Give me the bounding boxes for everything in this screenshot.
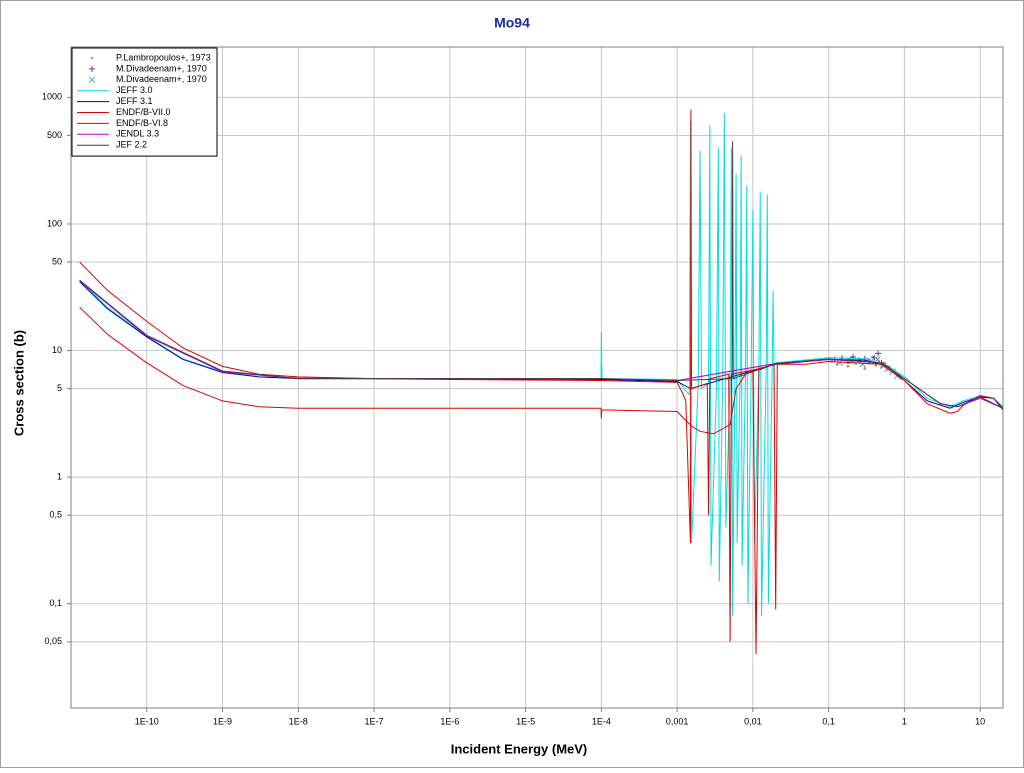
data-point [871, 354, 878, 361]
y-tick-label: 1000 [42, 92, 62, 102]
y-tick-label: 0,1 [49, 598, 62, 608]
data-point [863, 367, 867, 370]
plot-border [70, 46, 1004, 709]
data-point [846, 365, 850, 368]
y-tick-label: 50 [52, 256, 62, 266]
plot-area [71, 47, 1003, 708]
x-tick-label: 1E-7 [365, 716, 384, 726]
legend-label: ENDF/B-VII.0 [116, 107, 171, 117]
legend-label: JEFF 3.1 [116, 96, 153, 106]
legend-label: M.Divadeenam+, 1970 [116, 74, 207, 84]
legend-label: P.Lambropoulos+, 1973 [116, 52, 211, 62]
y-tick-label: 500 [47, 130, 62, 140]
data-point [875, 350, 882, 357]
data-line [79, 109, 1003, 655]
x-axis-label: Incident Energy (MeV) [451, 741, 588, 756]
x-tick-label: 1E-9 [213, 716, 232, 726]
data-line [79, 141, 1003, 409]
legend-symbol [89, 65, 95, 72]
y-tick-label: 0,05 [44, 636, 62, 646]
x-tick-label: 0,01 [744, 716, 762, 726]
x-tick-label: 1E-8 [289, 716, 308, 726]
x-tick-label: 0,1 [822, 716, 835, 726]
legend-label: M.Divadeenam+, 1970 [116, 63, 207, 73]
y-tick-label: 100 [47, 218, 62, 228]
x-tick-label: 1E-10 [135, 716, 159, 726]
y-tick-label: 10 [52, 345, 62, 355]
y-axis-label: Cross section (b) [11, 330, 26, 436]
x-tick-label: 1E-5 [516, 716, 535, 726]
x-tick-label: 10 [975, 716, 985, 726]
y-tick-label: 0,5 [49, 510, 62, 520]
x-tick-label: 1E-4 [592, 716, 611, 726]
data-point [836, 359, 844, 367]
data-line [79, 306, 776, 435]
chart-title: Mo94 [494, 15, 530, 31]
y-tick-label: 1 [57, 471, 62, 481]
legend-label: JEF 2.2 [116, 140, 147, 150]
legend-label: JENDL 3.3 [116, 129, 159, 139]
tick-labels: 1E-10 1E-9 1E-8 1E-7 1E-6 1E-5 1E-4 0,001 0,01 0,… [42, 92, 985, 727]
x-tick-label: 1 [902, 716, 907, 726]
legend-label: JEFF 3.0 [116, 85, 153, 95]
legend-label: ENDF/B-VI.8 [116, 118, 168, 128]
x-tick-label: 1E-6 [440, 716, 459, 726]
data-point [874, 364, 878, 367]
legend-symbol [88, 76, 96, 84]
data-layer [79, 109, 1003, 655]
legend-symbol [90, 56, 94, 60]
x-tick-label: 0,001 [666, 716, 689, 726]
y-tick-label: 5 [57, 383, 62, 393]
data-line [79, 113, 1003, 616]
